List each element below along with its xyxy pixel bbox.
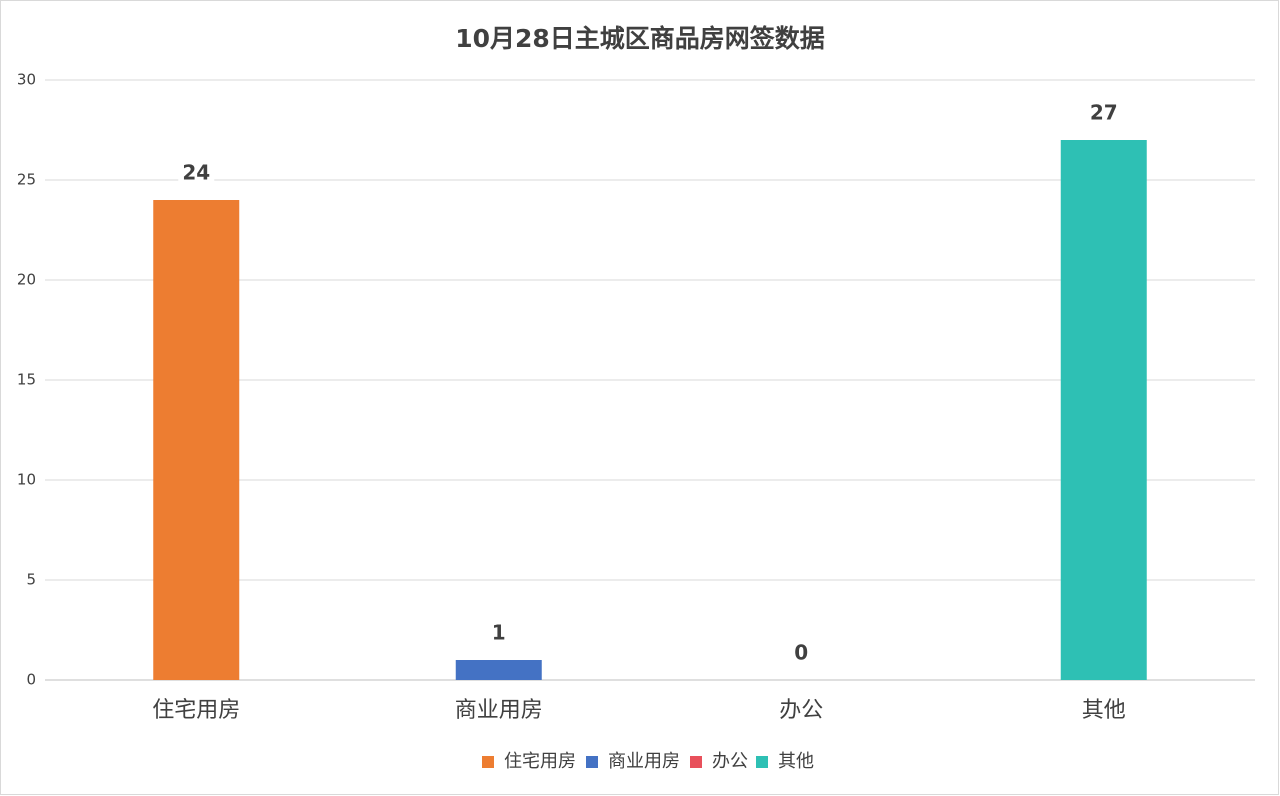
y-tick-label: 5: [26, 571, 36, 589]
data-label-bg: [783, 640, 820, 668]
y-tick-label: 10: [17, 471, 36, 489]
bar: [153, 200, 240, 680]
legend-swatch: [586, 756, 598, 768]
legend-label: 住宅用房: [504, 751, 576, 772]
x-tick-label: 办公: [779, 698, 823, 723]
data-label-bg: [480, 620, 517, 648]
legend-label: 办公: [712, 751, 748, 772]
x-tick-label: 商业用房: [455, 698, 543, 723]
data-label-bg: [178, 160, 215, 188]
legend-swatch: [482, 756, 494, 768]
chart-title: 10月28日主城区商品房网签数据: [455, 24, 825, 53]
data-label: 27: [1090, 101, 1118, 125]
x-tick-label: 其他: [1082, 698, 1126, 723]
data-label: 24: [182, 161, 210, 185]
y-tick-label: 15: [17, 371, 36, 389]
y-tick-label: 20: [17, 271, 36, 289]
data-label: 0: [794, 641, 808, 665]
y-tick-label: 25: [17, 171, 36, 189]
bar: [1060, 140, 1147, 680]
legend-swatch: [756, 756, 768, 768]
legend-swatch: [690, 756, 702, 768]
data-label: 1: [492, 621, 506, 645]
x-tick-label: 住宅用房: [152, 698, 240, 723]
y-tick-label: 30: [17, 71, 36, 89]
bar: [455, 660, 542, 680]
legend-label: 其他: [778, 751, 814, 772]
y-tick-label: 0: [26, 671, 36, 689]
data-label-bg: [1085, 100, 1122, 128]
legend-label: 商业用房: [608, 751, 680, 772]
